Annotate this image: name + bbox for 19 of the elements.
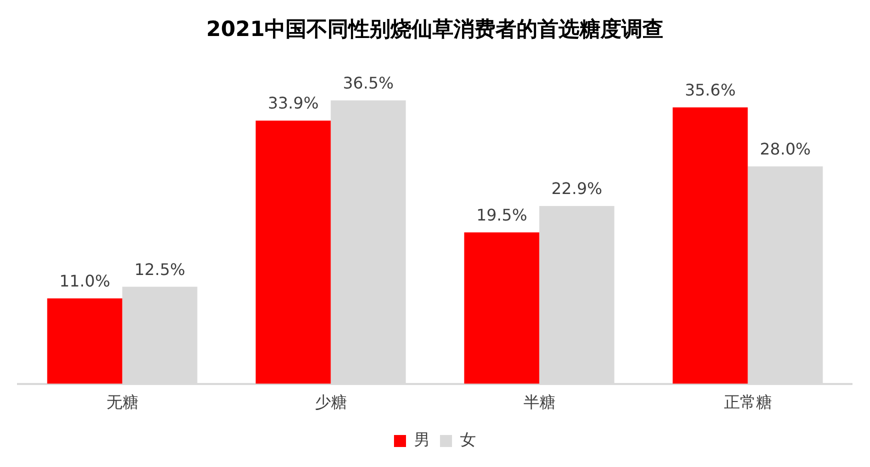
legend-label: 男 — [414, 430, 430, 450]
data-label: 33.9% — [268, 94, 319, 113]
bar — [47, 298, 122, 384]
data-label: 11.0% — [59, 272, 110, 291]
data-label: 36.5% — [342, 74, 394, 93]
bar — [256, 120, 331, 384]
x-tick-label: 半糖 — [523, 392, 556, 412]
data-label: 19.5% — [476, 206, 528, 225]
x-tick-label: 少糖 — [314, 392, 347, 412]
x-tick-label: 无糖 — [106, 392, 138, 412]
data-label: 28.0% — [760, 140, 811, 159]
bar — [672, 107, 748, 384]
x-tick-label: 正常糖 — [724, 392, 772, 412]
data-label: 35.6% — [684, 80, 736, 100]
data-label: 22.9% — [551, 179, 602, 198]
data-label: 12.5% — [134, 260, 186, 279]
chart-title: 2021中国不同性别烧仙草消费者的首选糖度调查 — [206, 17, 664, 42]
legend-label: 女 — [460, 430, 476, 450]
bar — [464, 232, 540, 384]
